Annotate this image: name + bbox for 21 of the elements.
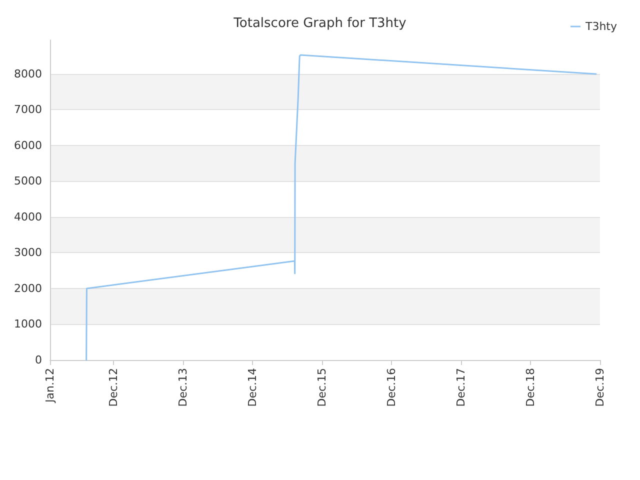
x-tick-label: Dec.17 <box>454 368 468 407</box>
line-series <box>86 54 597 361</box>
x-tick-label: Dec.15 <box>316 368 329 407</box>
x-tick-label: Dec.14 <box>246 368 260 407</box>
x-tick-label: Jan.12 <box>44 368 56 404</box>
y-tick-label: 5000 <box>14 174 42 188</box>
y-tick-label: 4000 <box>14 210 42 224</box>
x-tick-label: Dec.18 <box>524 368 538 407</box>
y-tick-label: 0 <box>35 354 42 366</box>
x-tick-label: Dec.19 <box>594 368 606 407</box>
y-tick-label: 6000 <box>14 138 42 152</box>
x-tick-label: Dec.12 <box>107 368 120 407</box>
y-tick-label: 7000 <box>14 103 42 116</box>
legend-label: T3hty <box>584 20 618 33</box>
y-tick-label: 1000 <box>14 318 42 331</box>
x-tick-label: Dec.16 <box>385 368 398 407</box>
x-tick-label: Dec.13 <box>176 368 190 407</box>
y-tick-label: 8000 <box>14 67 42 80</box>
y-tick-label: 2000 <box>14 282 42 295</box>
chart-title: Totalscore Graph for T3hty <box>232 16 407 31</box>
y-tick-label: 3000 <box>14 246 42 260</box>
